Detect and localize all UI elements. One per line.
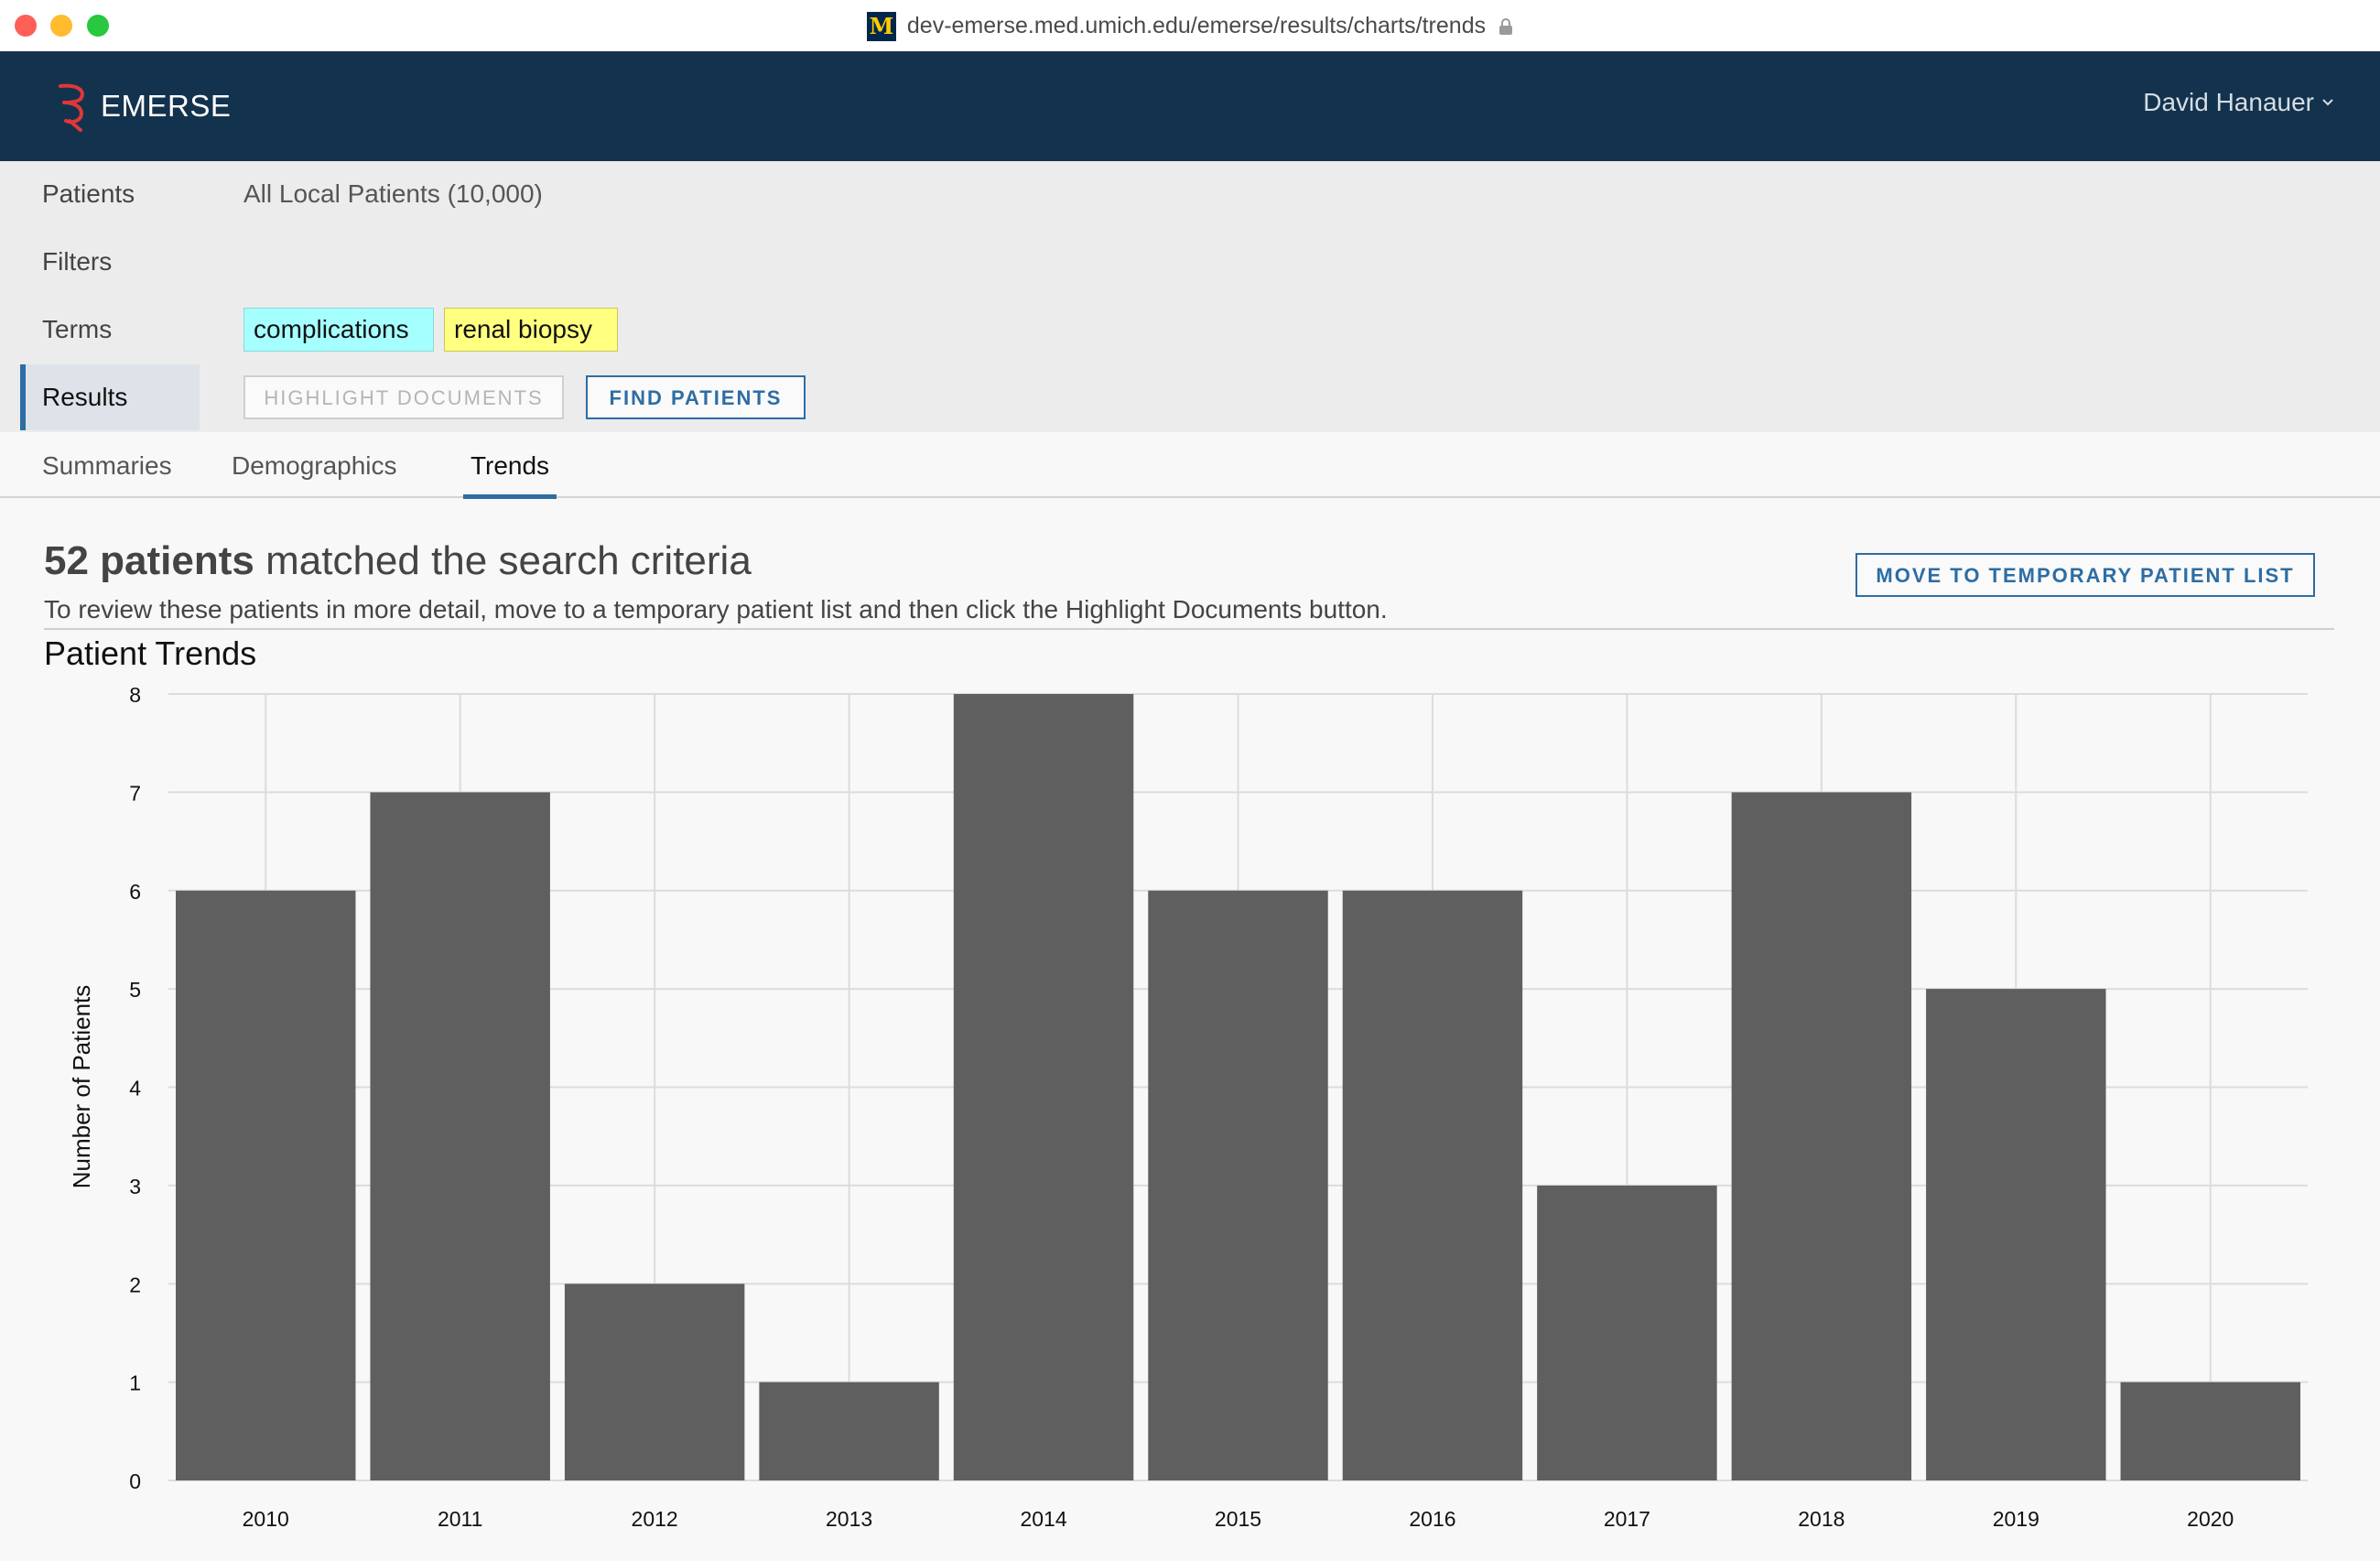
- brand-logo[interactable]: EMERSE: [53, 77, 231, 136]
- nav-results[interactable]: Results: [20, 364, 200, 430]
- chart-bars: [176, 694, 2300, 1480]
- minimize-window-button[interactable]: [50, 15, 72, 37]
- bar-2019: [1926, 989, 2106, 1480]
- emerse-logo-icon: [59, 83, 84, 132]
- bar-chart-svg: 0 1 2 3 4 5 6 7 8 2010 2011 2012 2013 2014 2015 2016 201…: [68, 683, 2308, 1531]
- bar-2015: [1148, 890, 1328, 1480]
- x-tick-label: 2011: [438, 1507, 482, 1531]
- move-to-temporary-list-button[interactable]: MOVE TO TEMPORARY PATIENT LIST: [1855, 553, 2315, 597]
- tab-trends[interactable]: Trends: [463, 432, 557, 499]
- patient-count: 52 patients: [44, 538, 254, 583]
- headline-text: matched the search criteria: [254, 538, 752, 583]
- y-tick-label: 6: [129, 880, 141, 904]
- x-tick-label: 2018: [1798, 1507, 1844, 1531]
- site-favicon-icon: M: [866, 12, 896, 42]
- x-tick-label: 2020: [2187, 1507, 2234, 1531]
- bar-2013: [759, 1382, 939, 1480]
- patient-trends-chart: 0 1 2 3 4 5 6 7 8 2010 2011 2012 2013 2014 2015 2016 201…: [0, 678, 2380, 1556]
- y-tick-label: 0: [129, 1469, 141, 1493]
- y-tick-label: 2: [129, 1273, 141, 1296]
- patients-value: All Local Patients (10,000): [243, 179, 543, 208]
- y-tick-label: 5: [129, 978, 141, 1002]
- bar-2010: [176, 890, 356, 1480]
- patients-row: Patients All Local Patients (10,000): [0, 161, 2380, 227]
- terms-row: Terms: [0, 297, 2380, 363]
- lock-icon: [1499, 18, 1513, 36]
- tab-summaries[interactable]: Summaries: [42, 451, 172, 480]
- nav-filters[interactable]: Filters: [42, 247, 113, 276]
- results-summary: 52 patients matched the search criteria …: [44, 533, 2332, 624]
- y-tick-label: 8: [129, 683, 141, 707]
- y-axis-label: Number of Patients: [68, 985, 95, 1189]
- bar-2012: [564, 1284, 745, 1480]
- y-tick-label: 4: [129, 1077, 141, 1100]
- app-header: EMERSE David Hanauer: [0, 51, 2380, 161]
- tab-demographics[interactable]: Demographics: [232, 451, 397, 480]
- divider: [44, 628, 2334, 630]
- highlight-documents-button[interactable]: HIGHLIGHT DOCUMENTS: [243, 375, 564, 419]
- chevron-down-icon: [2322, 99, 2333, 106]
- bar-2017: [1537, 1185, 1717, 1480]
- x-tick-label: 2017: [1604, 1507, 1650, 1531]
- bar-2018: [1731, 792, 1912, 1480]
- chart-title: Patient Trends: [44, 634, 257, 672]
- bar-2016: [1342, 890, 1523, 1480]
- y-tick-label: 7: [129, 781, 141, 805]
- chart-axes: 0 1 2 3 4 5 6 7 8 2010 2011 2012 2013 2014 2015 2016 201…: [129, 683, 2234, 1531]
- find-patients-button[interactable]: FIND PATIENTS: [586, 375, 806, 419]
- x-tick-label: 2012: [632, 1507, 678, 1531]
- y-tick-label: 3: [129, 1175, 141, 1198]
- x-tick-label: 2019: [1993, 1507, 2039, 1531]
- term-chip-renal-biopsy[interactable]: renal biopsy: [444, 308, 618, 352]
- bar-2011: [370, 792, 550, 1480]
- x-tick-label: 2016: [1409, 1507, 1455, 1531]
- results-instructions: To review these patients in more detail,…: [44, 595, 1388, 623]
- nav-patients[interactable]: Patients: [42, 179, 135, 208]
- search-criteria-panel: Patients All Local Patients (10,000) Fil…: [0, 161, 2380, 432]
- bar-2020: [2120, 1382, 2300, 1480]
- brand-name: EMERSE: [101, 89, 232, 123]
- filters-row: Filters: [0, 229, 2380, 295]
- nav-terms[interactable]: Terms: [42, 315, 113, 343]
- x-tick-label: 2015: [1215, 1507, 1261, 1531]
- bar-2014: [953, 694, 1134, 1480]
- term-chip-complications[interactable]: complications: [243, 308, 434, 352]
- url-text: dev-emerse.med.umich.edu/emerse/results/…: [906, 13, 1487, 38]
- x-tick-label: 2013: [826, 1507, 872, 1531]
- user-name: David Hanauer: [2143, 88, 2314, 116]
- results-row: Results: [0, 364, 2380, 430]
- user-menu[interactable]: David Hanauer: [2143, 88, 2334, 117]
- y-tick-label: 1: [129, 1371, 141, 1395]
- maximize-window-button[interactable]: [87, 15, 109, 37]
- results-tabs: Summaries Demographics Trends: [0, 432, 2380, 499]
- results-headline: 52 patients matched the search criteria: [44, 533, 2332, 590]
- close-window-button[interactable]: [15, 15, 37, 37]
- x-tick-label: 2014: [1020, 1507, 1066, 1531]
- x-tick-label: 2010: [243, 1507, 289, 1531]
